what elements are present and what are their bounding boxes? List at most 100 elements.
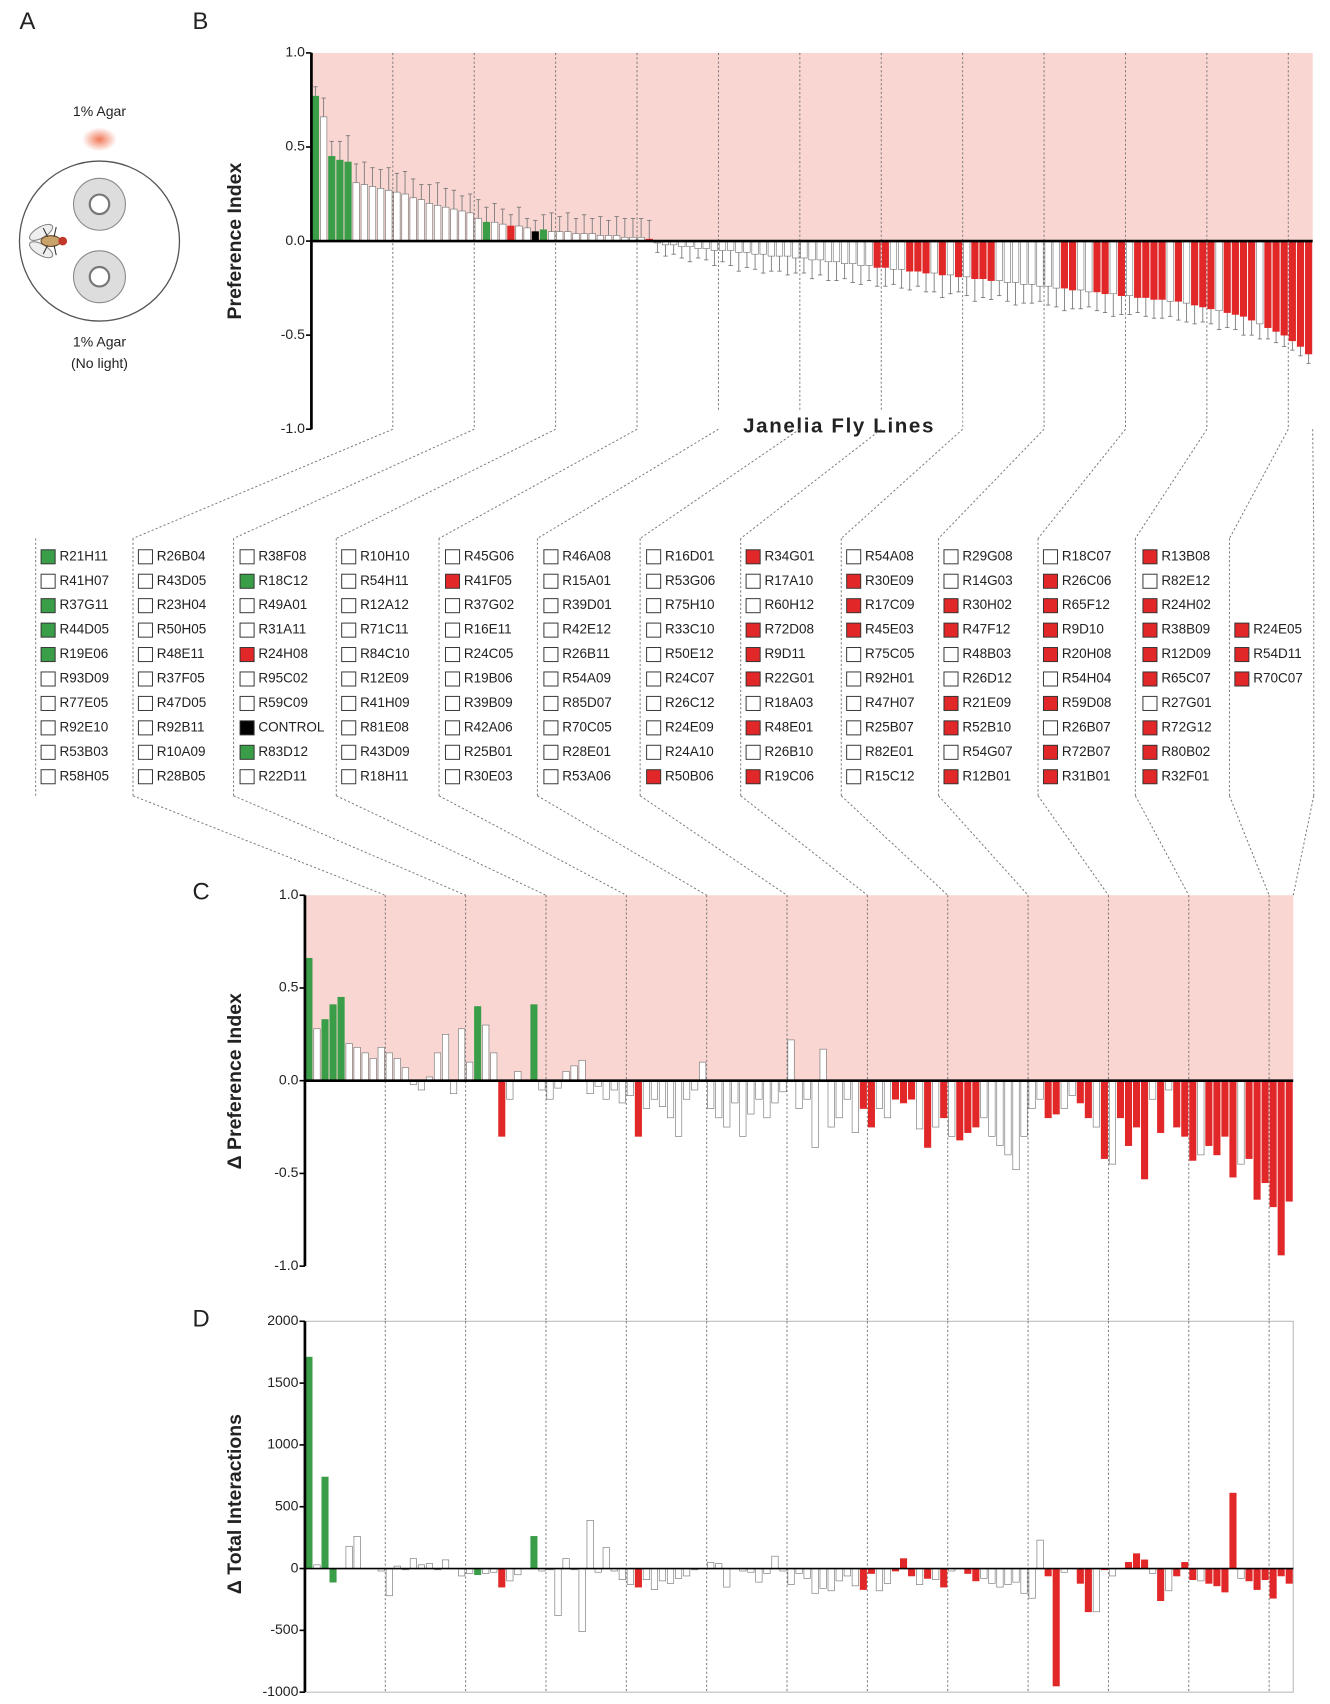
legend-label: R30E03 — [464, 768, 513, 783]
bar — [1005, 1569, 1011, 1585]
y-tick-label: -1.0 — [274, 1257, 298, 1273]
bar — [980, 241, 987, 279]
bar — [442, 1034, 448, 1080]
bar — [760, 241, 767, 254]
legend-swatch — [1143, 574, 1157, 588]
bar — [338, 997, 344, 1080]
legend-label: R92H01 — [865, 671, 915, 686]
legend-label: R54H11 — [360, 573, 409, 588]
bar — [981, 1081, 987, 1118]
bar — [531, 1536, 537, 1568]
bar — [1286, 1569, 1292, 1584]
bar — [852, 1081, 858, 1133]
legend-swatch — [445, 770, 459, 784]
legend-label: R65C07 — [1161, 671, 1211, 686]
bar — [619, 1569, 625, 1580]
legend-swatch — [647, 574, 661, 588]
bar — [450, 1081, 456, 1094]
legend-label: R80B02 — [1161, 744, 1210, 759]
bar — [1069, 241, 1076, 290]
legend-swatch — [1143, 696, 1157, 710]
bar — [603, 1548, 609, 1569]
legend-label: R33C10 — [665, 622, 715, 637]
bar — [1238, 1569, 1244, 1579]
bar — [1165, 1081, 1171, 1090]
bar — [1061, 241, 1068, 288]
legend-swatch — [1235, 672, 1249, 686]
bar — [459, 211, 466, 241]
legend-swatch — [138, 648, 152, 662]
bar — [1297, 241, 1304, 346]
bar — [820, 1049, 826, 1081]
bar — [1254, 1081, 1260, 1200]
legend-label: R72D08 — [764, 622, 814, 637]
legend-swatch — [1143, 623, 1157, 637]
bar — [1093, 1081, 1099, 1127]
legend-swatch — [944, 574, 958, 588]
bar — [955, 241, 962, 277]
bar — [385, 190, 392, 241]
bar — [916, 1569, 922, 1585]
y-tick-label: 0.5 — [285, 138, 305, 154]
bar — [852, 1569, 858, 1586]
bar — [442, 1560, 448, 1569]
bar — [1102, 241, 1109, 294]
legend-label: R48B03 — [962, 646, 1011, 661]
legend-swatch — [1043, 745, 1057, 759]
legend-label: R24C07 — [665, 671, 715, 686]
legend-label: R85D07 — [562, 695, 612, 710]
bar — [736, 241, 743, 252]
bar — [947, 241, 954, 275]
bar — [346, 1546, 352, 1568]
bar — [1085, 1081, 1091, 1118]
bar — [619, 1081, 625, 1103]
legend-swatch — [342, 721, 356, 735]
y-tick-label: 500 — [275, 1497, 299, 1513]
legend-swatch — [847, 574, 861, 588]
legend-swatch — [138, 550, 152, 564]
bar — [981, 1569, 987, 1579]
bar — [756, 1081, 762, 1100]
bar — [579, 1060, 585, 1080]
legend-swatch — [138, 672, 152, 686]
bar — [475, 218, 482, 241]
bar — [635, 1081, 641, 1137]
bar — [675, 1081, 681, 1137]
legend-label: R54A08 — [865, 548, 914, 563]
bar — [825, 241, 832, 262]
legend-swatch — [1143, 599, 1157, 613]
bar — [900, 1081, 906, 1103]
legend-swatch — [944, 672, 958, 686]
legend-swatch — [41, 648, 55, 662]
legend-label: R21E09 — [962, 695, 1011, 710]
bar — [939, 241, 946, 275]
bar — [587, 1081, 593, 1094]
legend-label: R48E11 — [157, 646, 205, 661]
legend-label: R41H09 — [360, 695, 410, 710]
legend-label: R26C12 — [665, 695, 715, 710]
bar — [780, 1081, 786, 1092]
bar — [788, 1569, 794, 1585]
legend-swatch — [944, 623, 958, 637]
legend-label: R14G03 — [962, 573, 1012, 588]
bar — [563, 1559, 569, 1569]
bar — [337, 160, 344, 241]
bar — [378, 1047, 384, 1080]
bar — [1265, 241, 1272, 328]
bar — [949, 1081, 955, 1137]
legend-label: R31B01 — [1062, 768, 1111, 783]
bar — [1206, 1569, 1212, 1584]
bar — [828, 1569, 834, 1591]
bar — [312, 96, 319, 241]
bar — [868, 1081, 874, 1127]
bar — [369, 187, 376, 242]
bar — [724, 1081, 730, 1127]
legend-label: R28E01 — [562, 744, 611, 759]
legend-swatch — [342, 696, 356, 710]
panel-letter: C — [192, 878, 209, 905]
bar — [876, 1569, 882, 1591]
legend-label: R47H07 — [865, 695, 915, 710]
bar — [1021, 1081, 1027, 1137]
bar — [1208, 241, 1215, 309]
legend-label: R13B08 — [1161, 548, 1210, 563]
